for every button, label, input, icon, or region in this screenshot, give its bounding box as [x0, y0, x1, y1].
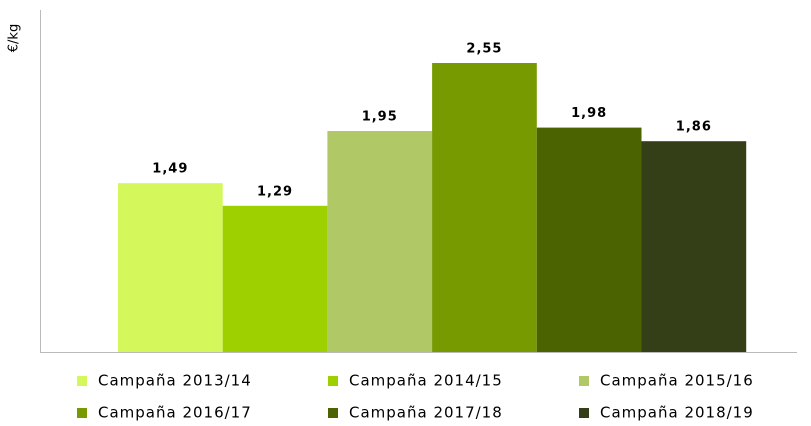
value-label: 1,86	[676, 120, 712, 135]
value-label: 1,49	[152, 162, 188, 177]
legend-label: Campaña 2013/14	[98, 372, 252, 390]
value-label: 2,55	[466, 42, 502, 57]
bar	[327, 131, 433, 352]
bar	[118, 183, 223, 352]
y-axis-label: €/kg	[7, 24, 22, 52]
legend-swatch	[77, 408, 87, 418]
legend-swatch	[328, 408, 338, 418]
legend-swatch	[328, 376, 338, 386]
legend-label: Campaña 2014/15	[349, 372, 503, 390]
legend-swatch	[77, 376, 87, 386]
legend-swatch	[579, 408, 589, 418]
bar	[222, 205, 328, 352]
legend-label: Campaña 2017/18	[349, 404, 503, 422]
value-label: 1,98	[571, 106, 607, 121]
value-label: 1,29	[257, 184, 293, 199]
bar	[536, 127, 642, 352]
bar	[641, 141, 747, 352]
value-label: 1,95	[362, 110, 398, 125]
bar	[432, 63, 537, 352]
legend-swatch	[579, 376, 589, 386]
legend-label: Campaña 2016/17	[98, 404, 252, 422]
legend-label: Campaña 2015/16	[600, 372, 754, 390]
legend-label: Campaña 2018/19	[600, 404, 754, 422]
